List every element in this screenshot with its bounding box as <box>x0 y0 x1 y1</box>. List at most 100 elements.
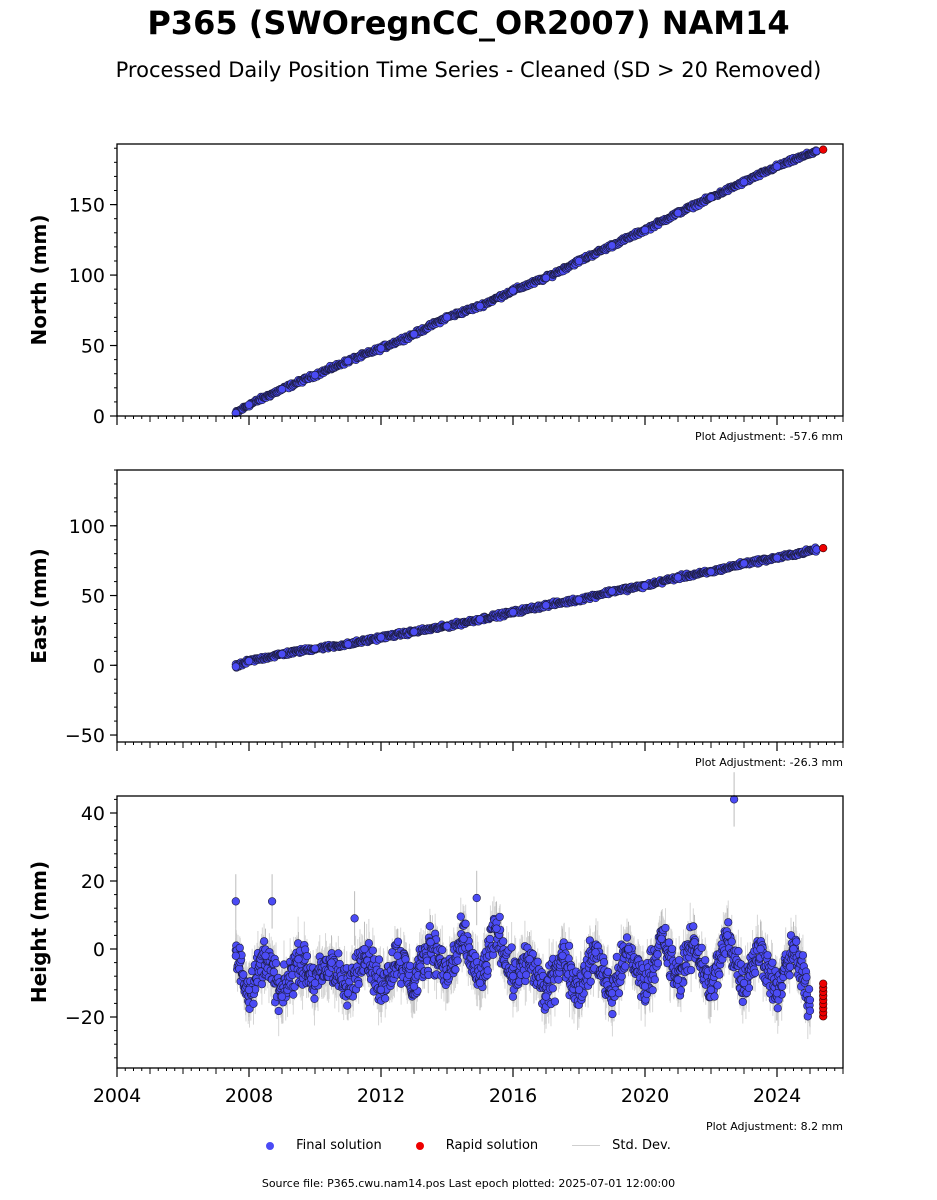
y-axis: 0 50 100 150 <box>69 147 117 428</box>
legend-std-label: Std. Dev. <box>612 1138 671 1153</box>
data-point <box>701 956 710 965</box>
data-point <box>268 897 277 906</box>
data-point <box>495 912 504 922</box>
panel-2: −50 0 50 100 East (mm) Plot Adjustment: -26.3… <box>27 469 844 769</box>
data-point <box>310 371 320 380</box>
data-point <box>690 938 699 947</box>
data-point <box>376 344 386 353</box>
data-point <box>729 795 739 804</box>
data-point <box>426 938 435 947</box>
rapid-point <box>819 979 828 988</box>
data-point <box>739 559 749 568</box>
data-point <box>763 951 772 960</box>
final-solution-points <box>231 543 821 672</box>
data-point <box>442 313 452 322</box>
data-point <box>294 955 303 964</box>
data-point <box>710 992 719 1001</box>
x-axis <box>116 742 844 751</box>
data-point <box>586 977 595 986</box>
panel-1: 0 50 100 150 North (mm) Plot Adjustment: -57.… <box>27 143 844 443</box>
data-point <box>393 951 402 960</box>
data-point <box>621 962 630 971</box>
data-point <box>607 587 617 596</box>
data-point <box>499 937 508 946</box>
data-point <box>277 992 287 1001</box>
data-point <box>244 985 254 994</box>
data-point <box>289 990 298 999</box>
data-point <box>657 934 666 943</box>
x-tick-label: 2012 <box>357 1085 405 1107</box>
data-point <box>360 944 369 954</box>
data-point <box>607 989 617 998</box>
y-tick-label: 50 <box>81 586 105 608</box>
data-point <box>231 951 240 960</box>
data-point <box>734 947 743 956</box>
panel-3: 2004 2008 2012 2016 2020 2024 −20 0 20 40 Height (… <box>27 772 844 1133</box>
data-point <box>310 644 320 653</box>
x-tick-label: 2004 <box>93 1085 141 1107</box>
legend-rapid: Rapid solution <box>415 1138 538 1153</box>
y-axis: −20 0 20 40 <box>65 798 117 1059</box>
data-point <box>697 943 706 952</box>
rapid-solution-points <box>819 544 828 553</box>
data-point <box>713 981 722 990</box>
data-point <box>772 989 782 998</box>
data-point <box>739 177 749 187</box>
final-solution-points <box>231 146 821 418</box>
rapid-solution-marker-icon <box>415 1141 424 1150</box>
legend-final: Final solution <box>266 1138 382 1153</box>
data-point <box>409 627 419 636</box>
data-point <box>409 330 419 339</box>
data-point <box>715 970 724 979</box>
data-point <box>640 581 650 590</box>
data-point <box>548 984 557 993</box>
data-point <box>653 959 663 968</box>
data-point <box>689 922 698 931</box>
data-point <box>235 943 244 952</box>
data-point <box>723 931 732 940</box>
data-point <box>768 958 777 967</box>
data-point <box>508 286 518 295</box>
data-point <box>302 951 312 961</box>
data-point <box>686 966 696 975</box>
data-point <box>778 982 787 991</box>
y-tick-label: −50 <box>65 725 105 747</box>
data-point <box>249 999 258 1008</box>
data-point <box>648 986 657 995</box>
data-point <box>541 992 551 1001</box>
data-point <box>789 944 798 954</box>
data-point <box>244 656 254 666</box>
data-point <box>673 975 683 984</box>
y-tick-label: 0 <box>93 939 105 961</box>
data-point <box>739 978 749 988</box>
data-point <box>772 553 782 562</box>
data-point <box>508 972 518 981</box>
x-axis: 2004 2008 2012 2016 2020 2024 <box>93 1068 844 1107</box>
y-tick-label: −20 <box>65 1007 105 1029</box>
data-point <box>773 1004 782 1013</box>
data-point <box>456 912 465 921</box>
data-point <box>343 356 353 366</box>
data-point <box>310 978 320 988</box>
plot-frame <box>116 795 844 1069</box>
data-point <box>785 971 794 980</box>
data-point <box>310 994 319 1003</box>
data-point <box>772 162 782 171</box>
data-point <box>650 975 659 984</box>
std-dev-bars <box>235 772 811 1040</box>
y-tick-label: 150 <box>69 195 105 217</box>
x-tick-label: 2020 <box>621 1085 669 1107</box>
rapid-solution-points <box>819 145 828 154</box>
data-point <box>550 997 560 1006</box>
data-point <box>533 957 542 966</box>
plot-area <box>231 772 828 1040</box>
plot-area <box>231 543 828 672</box>
data-point <box>475 301 485 311</box>
data-point <box>591 948 600 957</box>
data-point <box>756 944 765 954</box>
data-point <box>271 959 281 968</box>
data-point <box>343 989 353 998</box>
y-tick-label: 0 <box>93 655 105 677</box>
data-point <box>574 985 584 994</box>
